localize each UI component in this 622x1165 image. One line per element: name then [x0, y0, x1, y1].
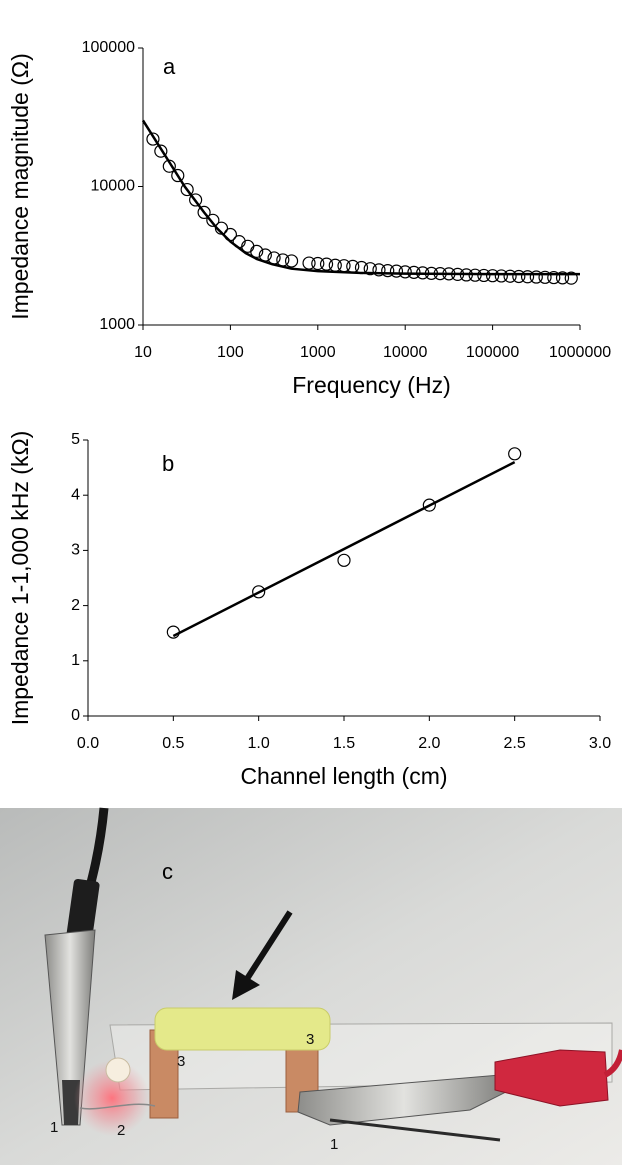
data-point: [508, 447, 522, 461]
data-point: [422, 498, 436, 512]
data-point: [529, 270, 543, 284]
y-axis-title: Impedance 1-1,000 kHz (kΩ): [7, 431, 33, 726]
fit-line: [172, 460, 516, 638]
data-point: [154, 144, 168, 158]
y-axis-title: Impedance magnitude (Ω): [7, 53, 33, 320]
data-point: [372, 263, 386, 277]
x-tick-label: 0.5: [162, 735, 184, 752]
data-point: [503, 269, 517, 283]
data-point: [512, 269, 526, 284]
photo: c 1 2 3 3 1: [0, 807, 622, 1165]
data-point: [180, 182, 194, 197]
x-tick-label: 1000: [300, 344, 336, 361]
y-tick-label: 10000: [91, 178, 136, 195]
data-point: [520, 270, 535, 284]
y-tick-label: 1: [71, 652, 80, 669]
arrow-head: [232, 970, 260, 1000]
data-point: [363, 262, 377, 276]
x-tick-label: 100: [217, 344, 244, 361]
data-point: [171, 168, 185, 183]
data-point: [538, 270, 552, 284]
y-tick-label: 5: [71, 431, 80, 448]
panel-label: c: [162, 859, 173, 884]
data-point: [146, 132, 160, 146]
data-point: [189, 193, 203, 207]
panel-label: b: [162, 451, 174, 476]
data-point: [494, 269, 508, 283]
x-tick-label: 1000000: [549, 344, 611, 361]
x-axis-title: Channel length (cm): [240, 763, 447, 789]
data-point: [319, 257, 334, 271]
gel-channel: [154, 1007, 331, 1051]
y-tick-label: 100000: [82, 39, 135, 56]
x-tick-label: 0.0: [77, 735, 99, 752]
data-point: [477, 268, 491, 283]
y-tick-label: 2: [71, 597, 80, 614]
connector: [66, 879, 100, 941]
data-point: [407, 265, 421, 279]
x-tick-label: 1.0: [248, 735, 270, 752]
data-point: [284, 254, 299, 268]
red-clip: [494, 1049, 609, 1107]
data-point: [250, 244, 264, 258]
x-axis-title: Frequency (Hz): [292, 372, 450, 398]
y-tick-label: 1000: [99, 316, 135, 333]
data-point: [311, 256, 325, 271]
y-tick-label: 3: [71, 542, 80, 559]
arrow-shaft: [242, 910, 293, 984]
led-glow: [74, 1060, 150, 1136]
led: [105, 1057, 131, 1083]
data-point: [381, 264, 395, 278]
clip-edge: [329, 1118, 501, 1142]
x-tick-label: 10000: [383, 344, 428, 361]
photo-label: 1: [330, 1136, 338, 1153]
data-point: [252, 585, 266, 599]
data-point: [389, 264, 404, 278]
y-tick-label: 4: [71, 486, 80, 503]
x-tick-label: 1.5: [333, 735, 355, 752]
fit-line: [141, 119, 580, 276]
red-wire: [603, 1049, 622, 1078]
data-point: [555, 271, 570, 285]
photo-label: 3: [306, 1031, 314, 1048]
data-point: [398, 265, 412, 279]
data-point: [486, 269, 500, 283]
x-tick-label: 2.0: [418, 735, 440, 752]
x-tick-label: 100000: [466, 344, 519, 361]
data-point: [337, 553, 351, 567]
photo-label: 2: [117, 1122, 125, 1139]
y-tick-label: 0: [71, 707, 80, 724]
photo-label: 3: [177, 1053, 185, 1070]
x-tick-label: 10: [134, 344, 152, 361]
data-point: [206, 213, 220, 227]
photo-label: 1: [50, 1119, 58, 1136]
x-tick-label: 2.5: [504, 735, 526, 752]
data-point: [197, 205, 211, 220]
panel-label: a: [163, 54, 176, 79]
data-point: [166, 625, 180, 639]
led-lead: [79, 1103, 156, 1110]
data-point: [564, 271, 578, 285]
x-tick-label: 3.0: [589, 735, 611, 752]
data-point: [547, 270, 561, 285]
